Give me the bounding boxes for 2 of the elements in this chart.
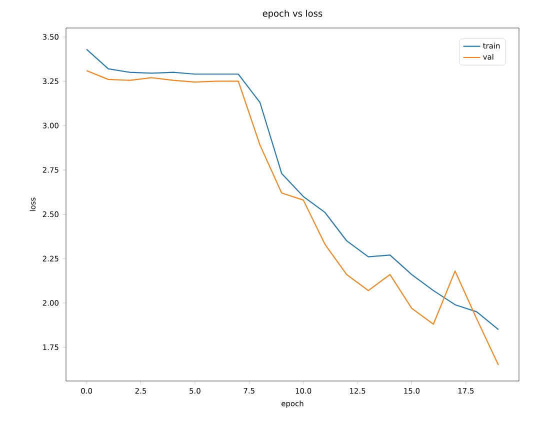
line-series: [86, 70, 499, 366]
chart-title: epoch vs loss: [262, 10, 322, 18]
